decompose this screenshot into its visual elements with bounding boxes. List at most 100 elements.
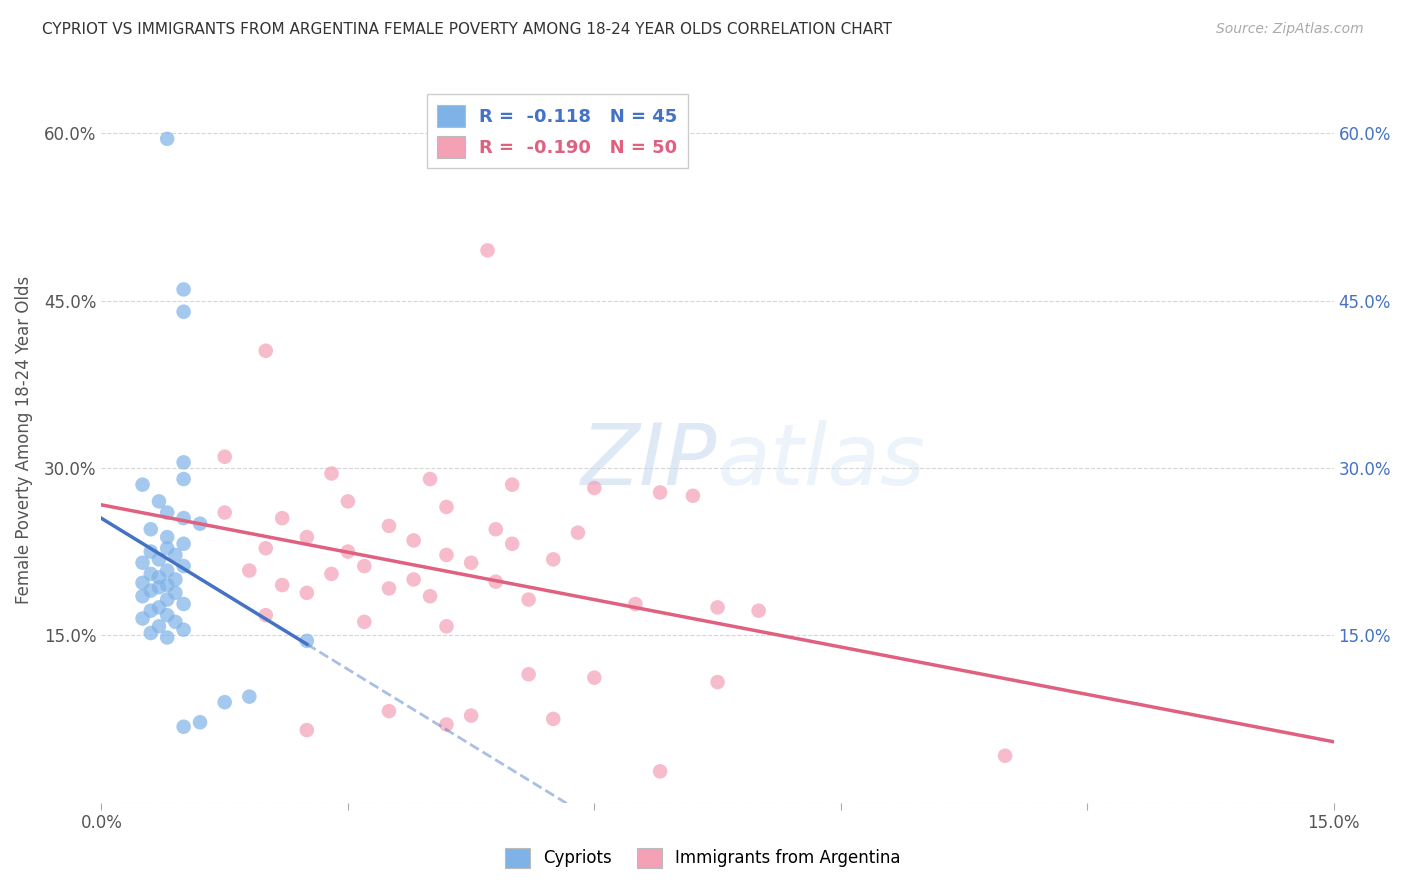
Point [173, 511, 195, 525]
Point [238, 690, 260, 704]
Point [543, 552, 565, 566]
Point [173, 597, 195, 611]
Point [336, 544, 359, 558]
Point [139, 604, 162, 618]
Point [165, 573, 187, 587]
Point [173, 559, 195, 574]
Point [436, 500, 458, 514]
Legend: Cypriots, Immigrants from Argentina: Cypriots, Immigrants from Argentina [498, 841, 908, 875]
Text: ZIP: ZIP [581, 420, 717, 503]
Point [748, 604, 770, 618]
Point [436, 717, 458, 731]
Point [139, 626, 162, 640]
Point [238, 564, 260, 578]
Point [583, 481, 606, 495]
Point [706, 600, 728, 615]
Point [543, 712, 565, 726]
Point [271, 578, 294, 592]
Point [156, 530, 179, 544]
Point [295, 723, 318, 737]
Point [402, 573, 425, 587]
Point [353, 559, 375, 574]
Y-axis label: Female Poverty Among 18-24 Year Olds: Female Poverty Among 18-24 Year Olds [15, 276, 32, 604]
Point [501, 477, 523, 491]
Point [214, 450, 236, 464]
Point [254, 343, 277, 358]
Point [131, 477, 153, 491]
Point [173, 282, 195, 296]
Point [131, 589, 153, 603]
Point [648, 485, 671, 500]
Point [131, 611, 153, 625]
Point [402, 533, 425, 548]
Point [214, 506, 236, 520]
Point [165, 548, 187, 562]
Text: CYPRIOT VS IMMIGRANTS FROM ARGENTINA FEMALE POVERTY AMONG 18-24 YEAR OLDS CORREL: CYPRIOT VS IMMIGRANTS FROM ARGENTINA FEM… [42, 22, 893, 37]
Point [501, 537, 523, 551]
Point [295, 586, 318, 600]
Point [139, 544, 162, 558]
Point [148, 552, 170, 566]
Point [353, 615, 375, 629]
Point [156, 541, 179, 556]
Point [254, 608, 277, 623]
Point [148, 580, 170, 594]
Point [336, 494, 359, 508]
Point [485, 522, 508, 536]
Point [165, 586, 187, 600]
Point [139, 583, 162, 598]
Point [321, 467, 343, 481]
Point [139, 566, 162, 581]
Point [460, 708, 482, 723]
Legend: R =  -0.118   N = 45, R =  -0.190   N = 50: R = -0.118 N = 45, R = -0.190 N = 50 [426, 94, 688, 169]
Point [173, 304, 195, 318]
Point [994, 748, 1017, 763]
Point [148, 570, 170, 584]
Point [583, 671, 606, 685]
Point [254, 541, 277, 556]
Point [295, 530, 318, 544]
Point [321, 566, 343, 581]
Point [378, 704, 401, 718]
Text: atlas: atlas [717, 420, 925, 503]
Point [517, 667, 540, 681]
Point [148, 494, 170, 508]
Point [477, 244, 499, 258]
Text: Source: ZipAtlas.com: Source: ZipAtlas.com [1216, 22, 1364, 37]
Point [188, 516, 211, 531]
Point [173, 623, 195, 637]
Point [436, 548, 458, 562]
Point [173, 472, 195, 486]
Point [165, 615, 187, 629]
Point [156, 608, 179, 623]
Point [156, 506, 179, 520]
Point [148, 619, 170, 633]
Point [624, 597, 647, 611]
Point [214, 695, 236, 709]
Point [682, 489, 704, 503]
Point [156, 631, 179, 645]
Point [156, 578, 179, 592]
Point [173, 537, 195, 551]
Point [419, 589, 441, 603]
Point [460, 556, 482, 570]
Point [156, 564, 179, 578]
Point [148, 600, 170, 615]
Point [139, 522, 162, 536]
Point [567, 525, 589, 540]
Point [131, 575, 153, 590]
Point [156, 132, 179, 146]
Point [706, 675, 728, 690]
Point [295, 633, 318, 648]
Point [378, 519, 401, 533]
Point [648, 764, 671, 779]
Point [131, 556, 153, 570]
Point [419, 472, 441, 486]
Point [485, 574, 508, 589]
Point [173, 720, 195, 734]
Point [188, 715, 211, 730]
Point [271, 511, 294, 525]
Point [378, 582, 401, 596]
Point [436, 619, 458, 633]
Point [156, 592, 179, 607]
